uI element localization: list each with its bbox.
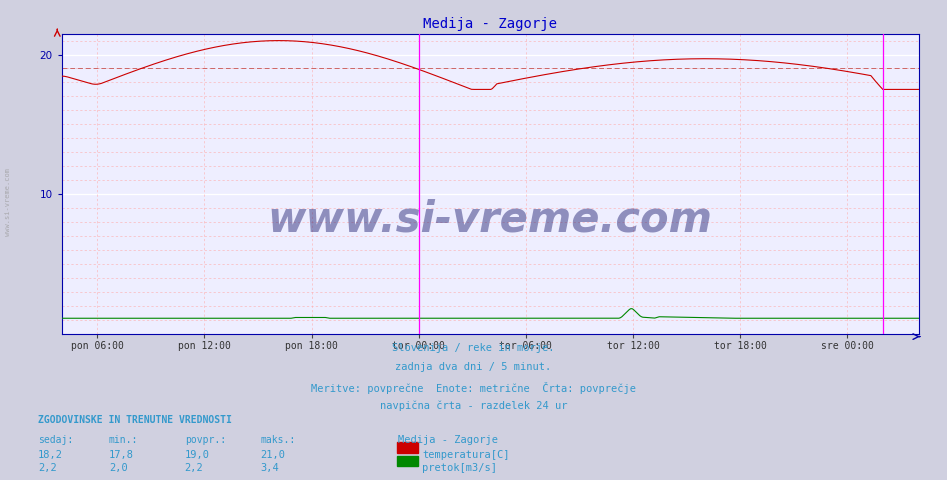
Text: min.:: min.: [109,435,138,445]
Text: zadnja dva dni / 5 minut.: zadnja dva dni / 5 minut. [396,362,551,372]
Text: 2,2: 2,2 [38,463,57,473]
Text: 19,0: 19,0 [185,450,209,460]
Text: 17,8: 17,8 [109,450,134,460]
Text: www.si-vreme.com: www.si-vreme.com [268,199,712,240]
Text: pretok[m3/s]: pretok[m3/s] [422,463,497,473]
Text: Slovenija / reke in morje.: Slovenija / reke in morje. [392,343,555,353]
Text: povpr.:: povpr.: [185,435,225,445]
Text: ZGODOVINSKE IN TRENUTNE VREDNOSTI: ZGODOVINSKE IN TRENUTNE VREDNOSTI [38,415,232,425]
Text: Meritve: povprečne  Enote: metrične  Črta: povprečje: Meritve: povprečne Enote: metrične Črta:… [311,382,636,394]
Text: temperatura[C]: temperatura[C] [422,450,509,460]
Text: 2,2: 2,2 [185,463,204,473]
Text: www.si-vreme.com: www.si-vreme.com [5,168,10,236]
Text: maks.:: maks.: [260,435,295,445]
Text: Medija - Zagorje: Medija - Zagorje [398,435,498,445]
Title: Medija - Zagorje: Medija - Zagorje [423,17,557,31]
Text: 3,4: 3,4 [260,463,279,473]
Text: 21,0: 21,0 [260,450,285,460]
Text: sedaj:: sedaj: [38,435,73,445]
Text: 18,2: 18,2 [38,450,63,460]
Text: 2,0: 2,0 [109,463,128,473]
Text: navpična črta - razdelek 24 ur: navpična črta - razdelek 24 ur [380,401,567,411]
